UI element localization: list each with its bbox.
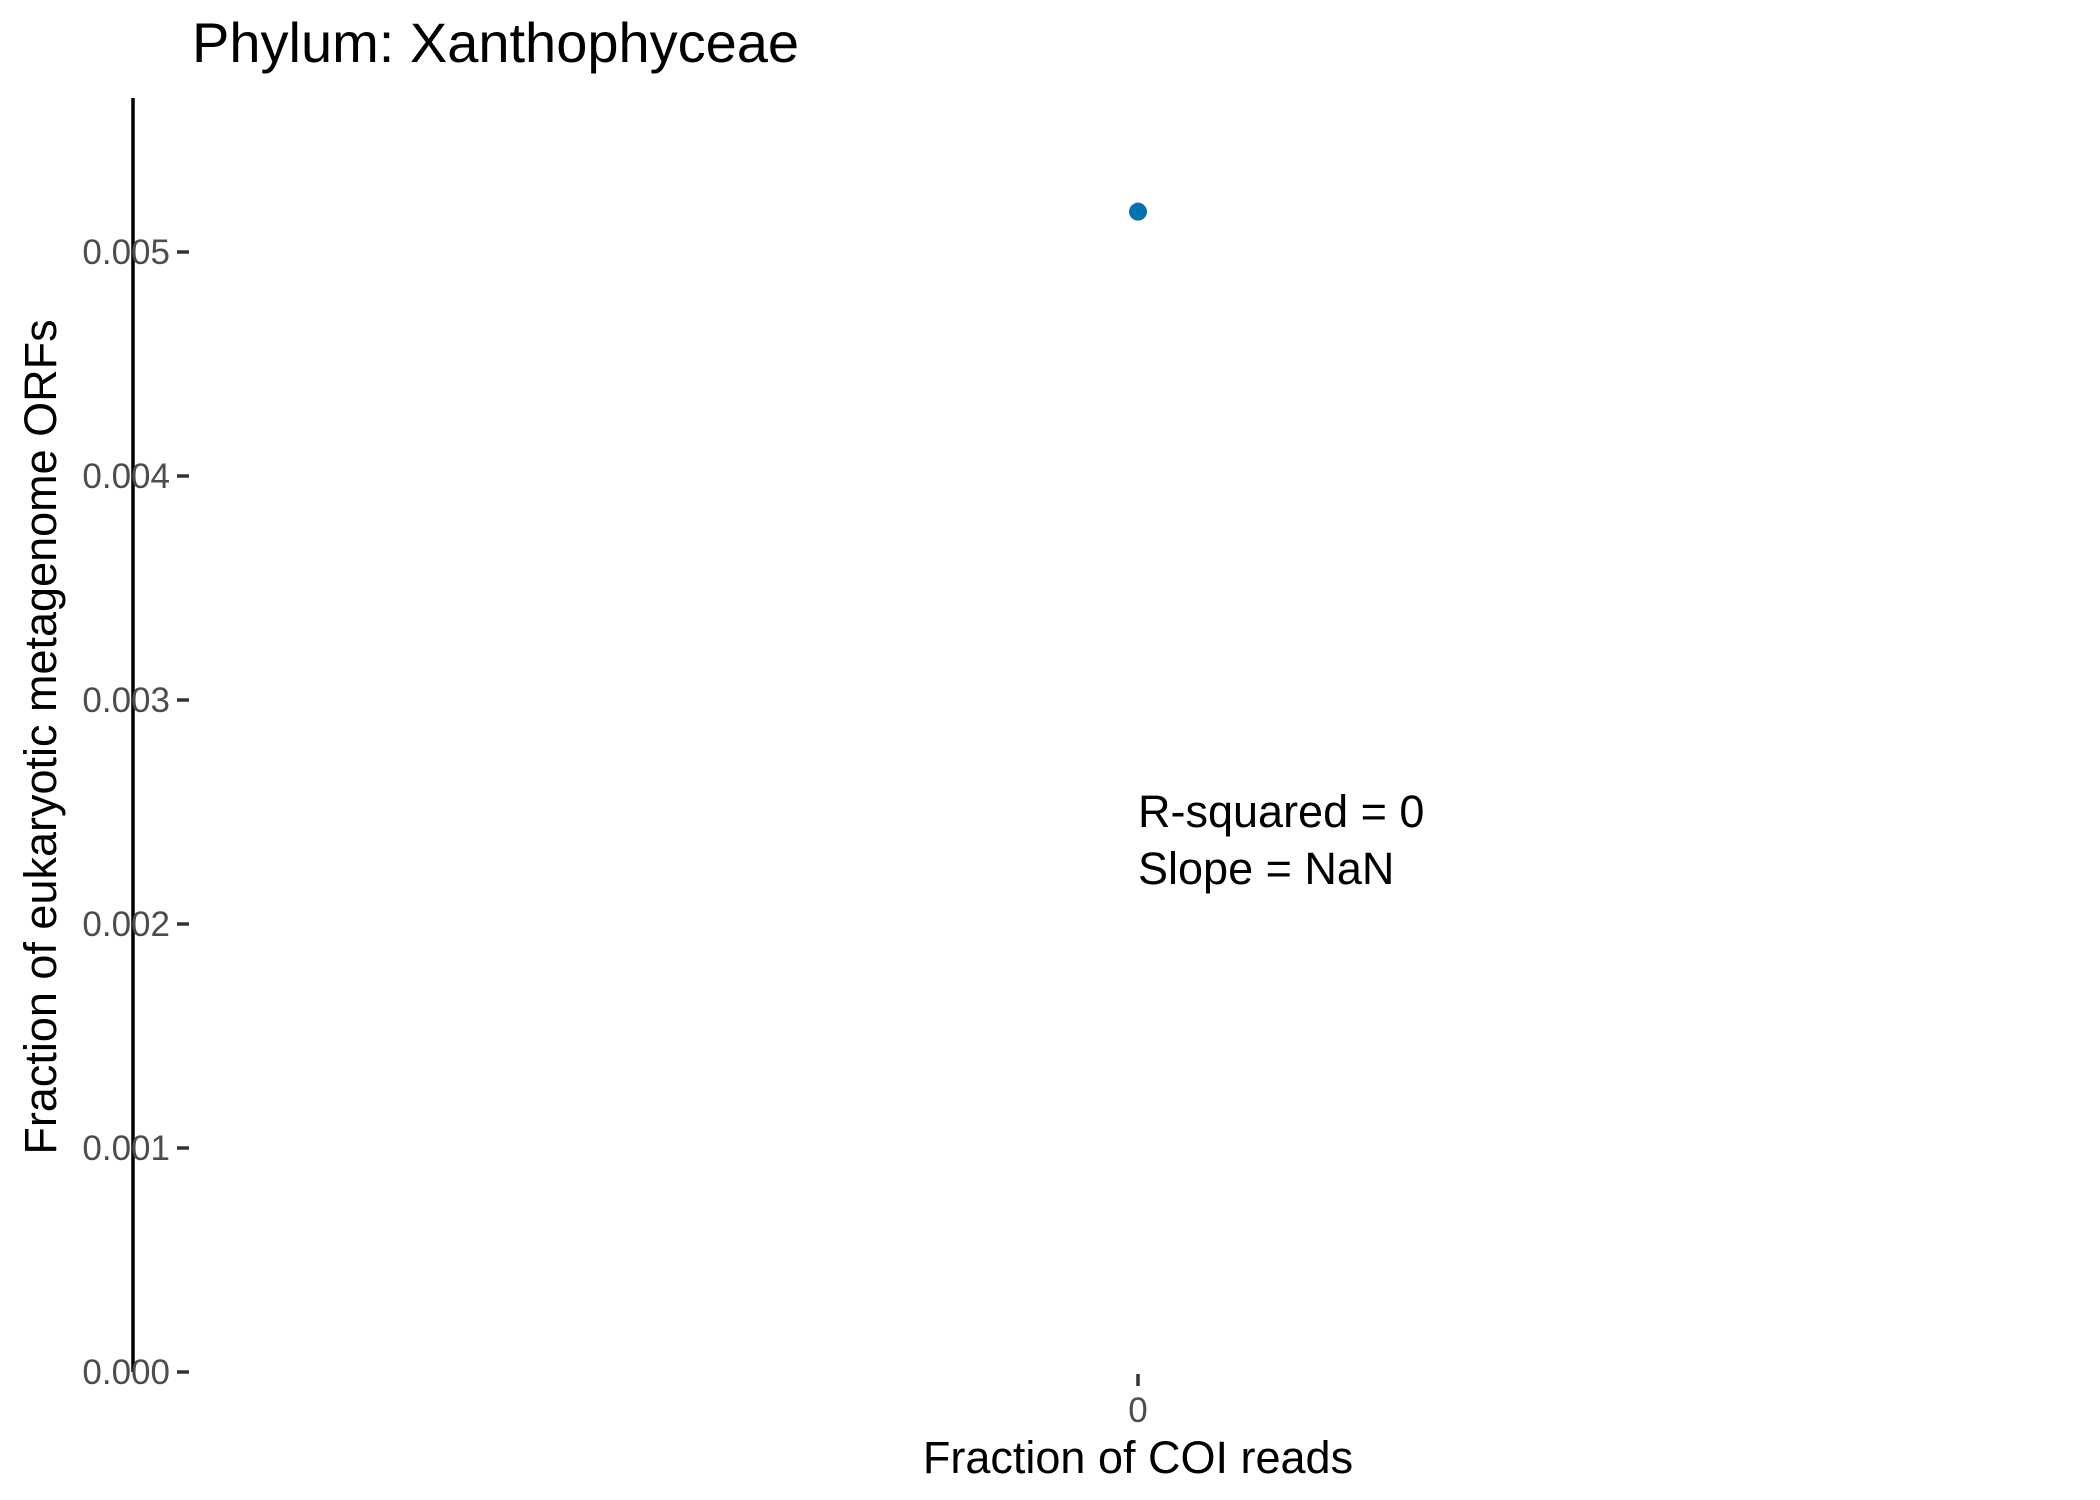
x-axis-ticks: 0 (1128, 1374, 1148, 1430)
x-tick-label: 0 (1128, 1391, 1147, 1430)
r-squared-annotation: R-squared = 0 (1138, 786, 1424, 837)
y-axis-ticks: 0.000 0.001 0.002 0.003 0.004 0.005 (82, 233, 189, 1392)
data-point (1129, 202, 1147, 221)
y-tick-label: 0.000 (82, 1353, 170, 1392)
chart-title: Phylum: Xanthophyceae (192, 11, 799, 74)
y-tick-label: 0.005 (82, 233, 170, 272)
data-points (1129, 202, 1147, 221)
x-axis-title: Fraction of COI reads (923, 1432, 1353, 1483)
slope-annotation: Slope = NaN (1138, 843, 1394, 894)
y-axis-title: Fraction of eukaryotic metagenome ORFs (15, 319, 66, 1154)
y-tick-label: 0.003 (82, 681, 170, 720)
y-tick-label: 0.002 (82, 905, 170, 944)
y-tick-label: 0.001 (82, 1129, 170, 1168)
y-tick-label: 0.004 (82, 457, 170, 496)
